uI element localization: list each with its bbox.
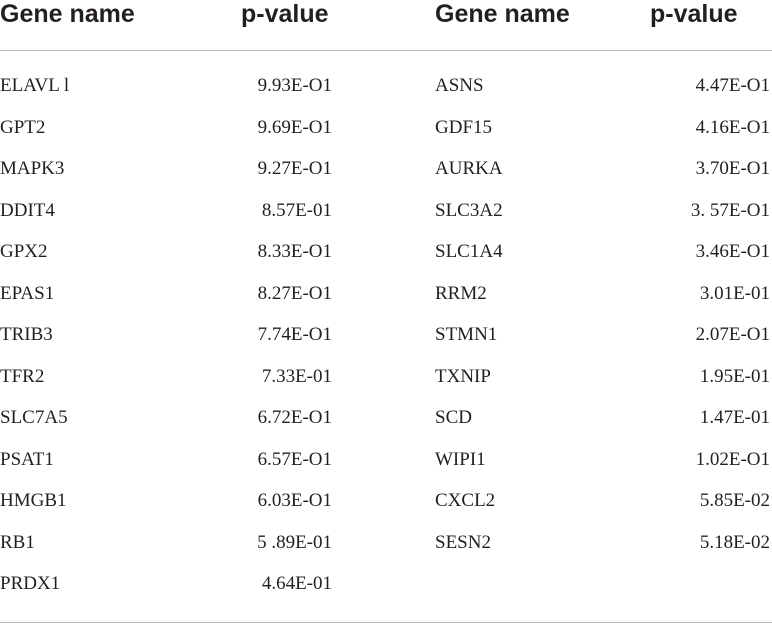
p-value-cell: 6.72E-O1 — [257, 407, 332, 428]
p-value-cell: 1.47E-01 — [699, 407, 770, 428]
p-value-cell: 1.02E-O1 — [695, 449, 770, 470]
gene-name-cell: EPAS1 — [0, 283, 55, 304]
p-value-cell: 4.64E-01 — [261, 573, 332, 594]
p-value-cell: 5 .89E-01 — [257, 532, 332, 553]
gene-name-cell: TRIB3 — [0, 324, 53, 345]
gene-name-cell: SESN2 — [435, 532, 491, 553]
header-gene-name-right: Gene name — [435, 0, 570, 28]
gene-name-cell: PRDX1 — [0, 573, 61, 594]
p-value-cell: 2.07E-O1 — [695, 324, 770, 345]
gene-name-cell: ELAVL l — [0, 75, 70, 96]
gene-name-cell: MAPK3 — [0, 158, 65, 179]
gene-name-cell: WIPI1 — [435, 449, 486, 470]
gene-name-cell: RRM2 — [435, 283, 487, 304]
gene-name-cell: GDF15 — [435, 117, 493, 138]
gene-name-cell: SLC3A2 — [435, 200, 503, 221]
p-value-cell: 9.93E-O1 — [257, 75, 332, 96]
p-value-cell: 4.47E-O1 — [695, 75, 770, 96]
p-value-cell: 6.57E-O1 — [257, 449, 332, 470]
header-p-value-right: p-value — [650, 0, 738, 28]
p-value-cell: 4.16E-O1 — [695, 117, 770, 138]
p-value-cell: 9.27E-O1 — [257, 158, 332, 179]
gene-name-cell: RB1 — [0, 532, 35, 553]
table-bottom-rule — [0, 622, 772, 623]
p-value-cell: 3.46E-O1 — [695, 241, 770, 262]
gene-name-cell: DDIT4 — [0, 200, 55, 221]
p-value-cell: 5.85E-02 — [699, 490, 770, 511]
gene-name-cell: HMGB1 — [0, 490, 67, 511]
gene-name-cell: ASNS — [435, 75, 484, 96]
gene-name-cell: GPT2 — [0, 117, 46, 138]
p-value-cell: 8.27E-O1 — [257, 283, 332, 304]
gene-name-cell: CXCL2 — [435, 490, 496, 511]
p-value-cell: 8.57E-01 — [261, 200, 332, 221]
gene-name-cell: TFR2 — [0, 366, 45, 387]
gene-name-cell: SLC7A5 — [0, 407, 68, 428]
p-value-cell: 7.74E-O1 — [257, 324, 332, 345]
gene-name-cell: TXNIP — [435, 366, 491, 387]
p-value-cell: 6.03E-O1 — [257, 490, 332, 511]
p-value-cell: 3.01E-01 — [699, 283, 770, 304]
p-value-cell: 8.33E-O1 — [257, 241, 332, 262]
gene-name-cell: SCD — [435, 407, 472, 428]
gene-name-cell: AURKA — [435, 158, 503, 179]
p-value-cell: 3. 57E-O1 — [690, 200, 770, 221]
gene-name-cell: SLC1A4 — [435, 241, 503, 262]
p-value-cell: 3.70E-O1 — [695, 158, 770, 179]
p-value-cell: 1.95E-01 — [699, 366, 770, 387]
p-value-cell: 5.18E-02 — [699, 532, 770, 553]
gene-name-cell: STMN1 — [435, 324, 498, 345]
header-gene-name-left: Gene name — [0, 0, 135, 28]
header-p-value-left: p-value — [241, 0, 329, 28]
gene-name-cell: PSAT1 — [0, 449, 54, 470]
header-divider — [0, 50, 772, 51]
p-value-cell: 9.69E-O1 — [257, 117, 332, 138]
gene-name-cell: GPX2 — [0, 241, 48, 262]
p-value-cell: 7.33E-01 — [261, 366, 332, 387]
